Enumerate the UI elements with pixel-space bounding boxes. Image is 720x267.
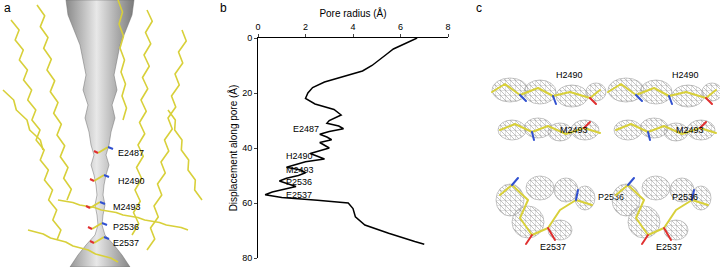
svg-text:P2536: P2536 bbox=[113, 222, 139, 232]
svg-text:P2536: P2536 bbox=[672, 192, 698, 202]
svg-text:4: 4 bbox=[350, 22, 355, 32]
svg-text:H2490: H2490 bbox=[556, 70, 583, 80]
svg-text:60: 60 bbox=[242, 198, 252, 208]
svg-text:a: a bbox=[4, 1, 11, 15]
svg-text:M2493: M2493 bbox=[113, 202, 141, 212]
svg-text:20: 20 bbox=[242, 88, 252, 98]
svg-text:40: 40 bbox=[242, 143, 252, 153]
svg-text:H2490: H2490 bbox=[672, 70, 699, 80]
svg-text:2: 2 bbox=[303, 22, 308, 32]
svg-text:M2493: M2493 bbox=[676, 125, 704, 135]
svg-text:8: 8 bbox=[445, 22, 450, 32]
svg-text:Displacement along pore (Å): Displacement along pore (Å) bbox=[227, 85, 239, 212]
svg-text:0: 0 bbox=[255, 22, 260, 32]
svg-text:E2487: E2487 bbox=[118, 148, 144, 158]
svg-text:E2537: E2537 bbox=[113, 238, 139, 248]
svg-text:M2493: M2493 bbox=[286, 165, 314, 175]
svg-text:80: 80 bbox=[242, 253, 252, 263]
svg-text:E2487: E2487 bbox=[293, 124, 319, 134]
svg-text:E2537: E2537 bbox=[540, 242, 566, 252]
svg-text:H2490: H2490 bbox=[118, 176, 145, 186]
svg-text:E2537: E2537 bbox=[286, 190, 312, 200]
svg-text:6: 6 bbox=[398, 22, 403, 32]
svg-text:H2490: H2490 bbox=[286, 151, 313, 161]
svg-text:M2493: M2493 bbox=[560, 125, 588, 135]
svg-text:c: c bbox=[476, 1, 482, 15]
svg-text:P2536: P2536 bbox=[286, 177, 312, 187]
svg-text:P2536: P2536 bbox=[598, 192, 624, 202]
svg-text:Pore radius (Å): Pore radius (Å) bbox=[319, 7, 386, 19]
svg-text:b: b bbox=[220, 1, 227, 15]
svg-text:0: 0 bbox=[247, 33, 252, 43]
svg-text:E2537: E2537 bbox=[656, 242, 682, 252]
